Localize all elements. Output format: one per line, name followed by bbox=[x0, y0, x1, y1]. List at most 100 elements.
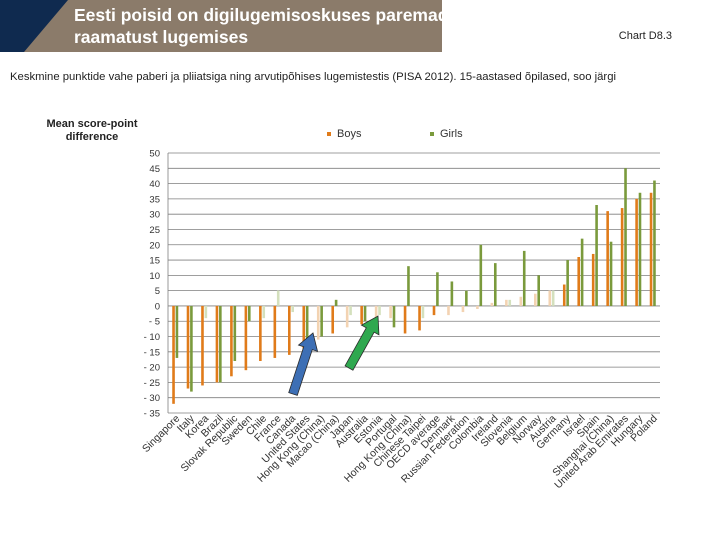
y-tick-label: 10 bbox=[149, 271, 160, 282]
arrow-blue-icon-shape bbox=[288, 332, 319, 396]
bar-boys bbox=[172, 305, 175, 404]
y-tick-label: 50 bbox=[149, 149, 160, 160]
legend-girls: Girls bbox=[430, 128, 463, 140]
bar-boys bbox=[288, 305, 291, 355]
bar-girls bbox=[522, 250, 526, 306]
chart-subtitle: Keskmine punktide vahe paberi ja pliiats… bbox=[10, 71, 616, 83]
bar-boys bbox=[490, 302, 494, 306]
y-tick-label: - 5 bbox=[149, 317, 160, 328]
bar-boys bbox=[273, 305, 277, 358]
y-tick-label: - 20 bbox=[144, 363, 160, 374]
y-tick-label: 40 bbox=[149, 179, 160, 190]
y-tick-label: - 15 bbox=[144, 347, 160, 358]
y-tick-label: 0 bbox=[155, 301, 160, 312]
bar-girls bbox=[436, 272, 439, 306]
bar-boys bbox=[461, 305, 465, 313]
bar-girls bbox=[493, 263, 497, 306]
bar-boys bbox=[418, 305, 421, 331]
y-tick-label: 35 bbox=[149, 194, 160, 205]
bar-boys bbox=[201, 305, 204, 386]
bar-boys bbox=[432, 305, 436, 316]
bar-boys bbox=[316, 305, 320, 340]
bar-girls bbox=[407, 266, 410, 306]
bar-boys bbox=[505, 299, 508, 306]
bar-boys bbox=[215, 305, 219, 383]
bar-boys bbox=[447, 305, 450, 316]
bar-girls bbox=[276, 290, 280, 306]
bar-girls bbox=[624, 168, 627, 306]
legend-label-boys: Boys bbox=[337, 128, 362, 140]
bar-boys bbox=[591, 253, 595, 306]
y-tick-label: - 30 bbox=[144, 393, 160, 404]
bar-girls bbox=[421, 305, 425, 319]
title-banner bbox=[24, 0, 442, 52]
y-axis-label: Mean score-point difference bbox=[46, 118, 138, 143]
bar-girls bbox=[190, 305, 193, 392]
arrow-blue-icon bbox=[288, 332, 319, 396]
bar-girls bbox=[334, 299, 338, 306]
bar-boys bbox=[519, 296, 523, 306]
bar-boys bbox=[244, 305, 248, 371]
bar-boys bbox=[534, 293, 537, 306]
y-tick-label: - 10 bbox=[144, 332, 160, 343]
bar-girls bbox=[378, 305, 381, 316]
y-tick-label: 5 bbox=[155, 286, 160, 297]
bar-girls bbox=[392, 305, 396, 328]
bar-girls bbox=[638, 192, 642, 306]
bar-boys bbox=[389, 305, 392, 319]
bar-girls bbox=[479, 244, 483, 306]
bar-girls bbox=[465, 290, 468, 306]
bar-boys bbox=[620, 208, 624, 306]
bar-girls bbox=[233, 305, 237, 361]
bar-girls bbox=[291, 305, 294, 313]
bar-girls bbox=[653, 180, 656, 306]
bar-boys bbox=[649, 192, 653, 306]
chart-reference: Chart D8.3 bbox=[618, 30, 672, 42]
bar-girls bbox=[450, 281, 454, 306]
bar-girls bbox=[537, 275, 540, 306]
y-tick-label: 20 bbox=[149, 240, 160, 251]
bar-boys bbox=[230, 305, 233, 377]
bar-girls bbox=[566, 260, 569, 306]
bar-girls bbox=[595, 205, 598, 306]
bar-girls bbox=[262, 305, 266, 319]
bar-girls bbox=[609, 241, 613, 306]
bar-girls bbox=[305, 305, 309, 343]
bar-boys bbox=[259, 305, 262, 361]
arrow-green-icon bbox=[344, 315, 380, 371]
y-tick-label: - 35 bbox=[144, 409, 160, 420]
bar-girls bbox=[580, 238, 584, 306]
bar-girls bbox=[320, 305, 323, 337]
arrow-green-icon-shape bbox=[344, 315, 380, 371]
bar-boys bbox=[302, 305, 306, 349]
bar-boys bbox=[548, 290, 552, 306]
bar-girls bbox=[204, 305, 208, 319]
bar-boys bbox=[331, 305, 335, 334]
y-tick-label: 45 bbox=[149, 164, 160, 175]
y-tick-label: - 25 bbox=[144, 378, 160, 389]
bar-girls bbox=[508, 299, 512, 306]
bar-boys bbox=[345, 305, 349, 328]
bar-boys bbox=[403, 305, 407, 334]
bar-boys bbox=[635, 198, 638, 306]
bar-boys bbox=[186, 305, 190, 389]
bar-girls bbox=[175, 305, 179, 358]
bar-boys bbox=[606, 211, 609, 306]
bar-girls bbox=[247, 305, 251, 322]
bar-boys bbox=[476, 305, 479, 309]
bar-boys bbox=[360, 305, 363, 325]
bar-boys bbox=[562, 284, 566, 306]
legend-swatch-boys bbox=[327, 132, 331, 136]
bar-girls bbox=[363, 305, 367, 322]
legend-label-girls: Girls bbox=[440, 128, 463, 140]
bar-girls bbox=[349, 305, 352, 316]
y-tick-label: 25 bbox=[149, 225, 160, 236]
bar-boys bbox=[374, 305, 378, 322]
y-tick-label: 15 bbox=[149, 256, 160, 267]
bar-girls bbox=[219, 305, 222, 383]
bar-girls bbox=[551, 290, 555, 306]
legend-boys: Boys bbox=[327, 128, 361, 140]
legend-swatch-girls bbox=[430, 132, 434, 136]
y-tick-label: 30 bbox=[149, 210, 160, 221]
